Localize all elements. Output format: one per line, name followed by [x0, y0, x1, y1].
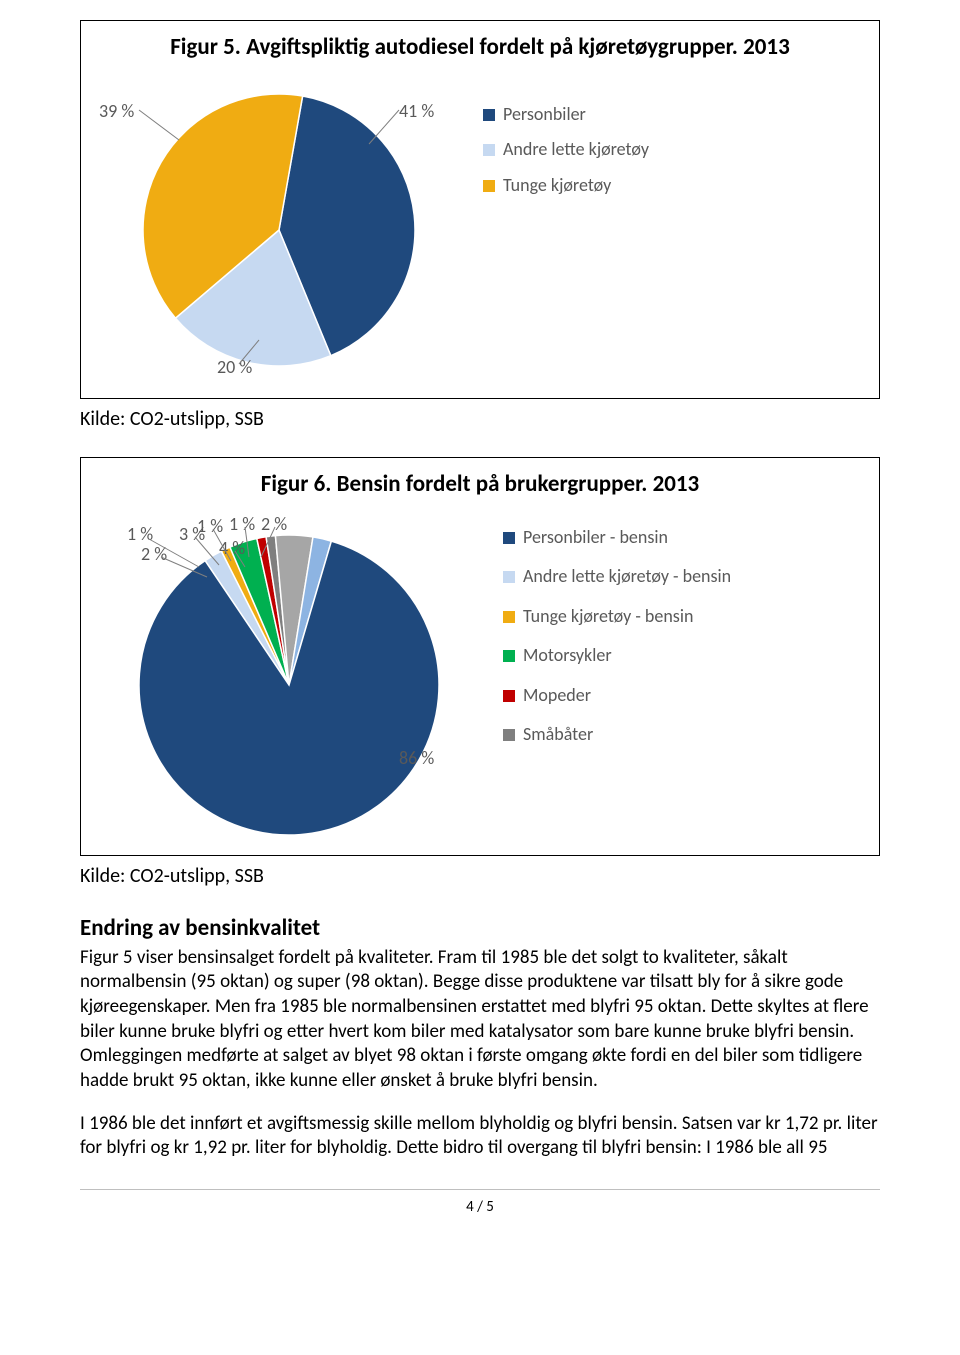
figure-5-legend: Personbiler Andre lette kjøretøy Tunge k… [483, 80, 649, 197]
figure-5-source: Kilde: CO2-utslipp, SSB [80, 407, 880, 431]
legend-label: Tunge kjøretøy [503, 175, 611, 197]
legend-label: Småbåter [523, 724, 593, 746]
legend-label: Personbiler [503, 104, 586, 126]
legend-swatch [503, 571, 515, 583]
legend-label: Motorsykler [523, 645, 612, 667]
legend-item: Andre lette kjøretøy [483, 139, 649, 161]
legend-item: Motorsykler [503, 645, 731, 667]
figure-5-title: Figur 5. Avgiftspliktig autodiesel forde… [99, 33, 861, 62]
figure-6-pie-label: 2 % [261, 513, 287, 535]
legend-swatch [503, 729, 515, 741]
figure-6-pie-label: 1 % [197, 515, 223, 537]
legend-label: Personbiler - bensin [523, 527, 668, 549]
page-number: 4 / 5 [80, 1198, 880, 1216]
figure-5-label-39: 39 % [99, 100, 134, 122]
body-paragraph-1: Figur 5 viser bensinsalget fordelt på kv… [80, 946, 880, 1094]
section-heading: Endring av bensinkvalitet [80, 914, 880, 942]
figure-6-pie-label: 1 % [229, 513, 255, 535]
legend-item: Mopeder [503, 685, 731, 707]
legend-swatch [483, 109, 495, 121]
legend-swatch [503, 690, 515, 702]
figure-6-pie-label: 86 % [399, 747, 434, 769]
figure-6-body: 1 %2 %3 %1 %1 %2 %4 %86 % Personbiler - … [99, 517, 861, 837]
figure-6-legend: Personbiler - bensin Andre lette kjøretø… [503, 517, 731, 747]
legend-label: Andre lette kjøretøy - bensin [523, 566, 731, 588]
figure-6-title: Figur 6. Bensin fordelt på brukergrupper… [99, 470, 861, 499]
figure-5-box: Figur 5. Avgiftspliktig autodiesel forde… [80, 20, 880, 399]
legend-item: Personbiler [483, 104, 649, 126]
figure-5-label-41: 41 % [399, 100, 434, 122]
figure-5-pie [143, 94, 415, 366]
figure-6-pie-wrap: 1 %2 %3 %1 %1 %2 %4 %86 % [99, 517, 479, 837]
legend-item: Småbåter [503, 724, 731, 746]
legend-item: Tunge kjøretøy - bensin [503, 606, 731, 628]
figure-6-pie [139, 535, 439, 835]
legend-swatch [503, 650, 515, 662]
legend-item: Tunge kjøretøy [483, 175, 649, 197]
legend-label: Mopeder [523, 685, 591, 707]
figure-5-pie-wrap: 39 % 41 % 20 % [99, 80, 459, 380]
figure-6-pie-label: 2 % [141, 543, 167, 565]
figure-6-source: Kilde: CO2-utslipp, SSB [80, 864, 880, 888]
figure-6-pie-label: 1 % [127, 523, 153, 545]
legend-item: Personbiler - bensin [503, 527, 731, 549]
figure-5-body: 39 % 41 % 20 % Personbiler Andre lette k… [99, 80, 861, 380]
legend-swatch [483, 144, 495, 156]
figure-6-pie-label: 4 % [219, 537, 245, 559]
figure-5-label-20: 20 % [217, 356, 252, 378]
footer-rule [80, 1189, 880, 1190]
legend-label: Tunge kjøretøy - bensin [523, 606, 693, 628]
figure-6-box: Figur 6. Bensin fordelt på brukergrupper… [80, 457, 880, 856]
legend-swatch [503, 532, 515, 544]
legend-swatch [503, 611, 515, 623]
body-paragraph-2: I 1986 ble det innført et avgiftsmessig … [80, 1112, 880, 1161]
legend-label: Andre lette kjøretøy [503, 139, 649, 161]
legend-item: Andre lette kjøretøy - bensin [503, 566, 731, 588]
legend-swatch [483, 180, 495, 192]
